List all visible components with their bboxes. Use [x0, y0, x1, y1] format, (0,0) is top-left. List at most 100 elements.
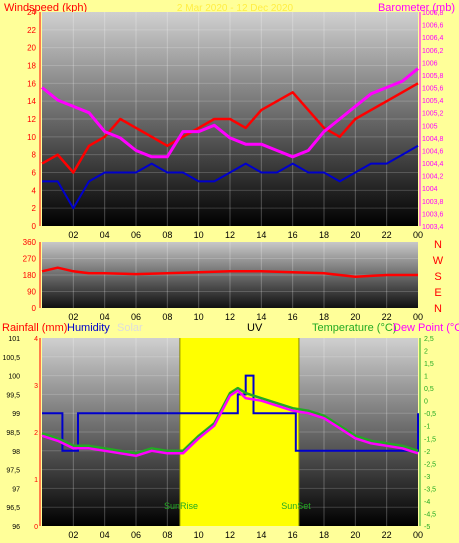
y-right-tick-label: 2,5 [424, 336, 434, 343]
y-left-tick-label: 20 [27, 44, 36, 53]
y-right-tick-label: 2 [424, 349, 428, 356]
series-line [41, 266, 418, 279]
x-tick-label: 04 [100, 230, 110, 240]
y-right-tick-label: -0,5 [424, 411, 436, 418]
y-right-tick-label: -3,5 [424, 486, 436, 493]
x-tick-label: 10 [194, 530, 204, 540]
y-left-tick-label: 97,5 [6, 468, 20, 475]
x-tick-label: 18 [319, 230, 329, 240]
x-tick-label: 18 [319, 312, 329, 322]
x-tick-label: 02 [68, 530, 78, 540]
y-left-tick-label: 0 [32, 222, 37, 231]
y-right-tick-label: -3 [424, 474, 430, 481]
direction-letter: N [434, 239, 442, 251]
x-tick-label: 02 [68, 312, 78, 322]
x-tick-label: 22 [382, 312, 392, 322]
rain-tick-label: 2 [34, 430, 38, 437]
x-tick-label: 00 [413, 230, 423, 240]
y-left-tick-label: 2 [32, 204, 37, 213]
x-tick-label: 20 [350, 230, 360, 240]
y-right-tick-label: 1006,6 [422, 23, 444, 30]
y-right-tick-label: 1006,4 [422, 35, 444, 42]
y-right-tick-label: 1004 [422, 186, 438, 193]
legend-rainfall: Rainfall (mm) [2, 322, 67, 334]
x-tick-label: 22 [382, 230, 392, 240]
sunset-label: SunSet [281, 501, 311, 511]
series-line [42, 144, 419, 210]
x-tick-label: 06 [131, 230, 141, 240]
x-tick-label: 14 [256, 530, 266, 540]
temperature-series-layer [41, 338, 419, 526]
x-tick-label: 06 [131, 530, 141, 540]
y-right-tick-label: 0 [424, 399, 428, 406]
x-tick-label: 10 [194, 230, 204, 240]
x-tick-label: 22 [382, 530, 392, 540]
y-right-tick-label: 1003,6 [422, 211, 444, 218]
direction-letter: E [434, 287, 441, 299]
wind-axes: 0246810121416182022241003,41003,61003,81… [27, 8, 443, 240]
x-tick-label: 12 [225, 312, 235, 322]
y-left-tick-label: 12 [27, 115, 36, 124]
y-left-tick-label: 16 [27, 79, 36, 88]
x-tick-label: 12 [225, 530, 235, 540]
y-right-tick-label: -5 [424, 524, 430, 531]
y-left-tick-label: 99 [12, 411, 20, 418]
x-tick-label: 10 [194, 312, 204, 322]
x-tick-label: 00 [413, 312, 423, 322]
y-right-tick-label: -1 [424, 424, 430, 431]
rain-tick-label: 4 [34, 336, 38, 343]
y-left-tick-label: 10 [27, 133, 36, 142]
x-tick-label: 20 [350, 530, 360, 540]
y-right-tick-label: 1006 [422, 60, 438, 67]
direction-plot-area [42, 242, 418, 308]
y-left-tick-label: 97 [12, 486, 20, 493]
x-tick-label: 08 [162, 230, 172, 240]
legend-solar: Solar [117, 322, 143, 334]
direction-axes: 0 90 180 270 360 02 04 06 08 10 12 14 16 18 20 22 00 [23, 238, 423, 322]
legend-humidity: Humidity [67, 322, 110, 334]
series-line [41, 82, 419, 174]
x-tick-label: 04 [100, 530, 110, 540]
y-right-tick-label: -4,5 [424, 511, 436, 518]
y-right-tick-label: 1003,4 [422, 224, 444, 231]
y-tick-label: 0 [32, 304, 37, 313]
y-right-tick-label: -1,5 [424, 436, 436, 443]
series-line [41, 389, 419, 458]
series-line [41, 67, 419, 159]
direction-grid [42, 242, 418, 308]
y-left-tick-label: 100 [8, 374, 20, 381]
y-left-tick-label: 24 [27, 8, 36, 17]
x-tick-label: 06 [131, 312, 141, 322]
y-left-tick-label: 99,5 [6, 392, 20, 399]
direction-series-layer [41, 266, 418, 279]
x-tick-label: 18 [319, 530, 329, 540]
direction-letter: N [434, 303, 442, 315]
x-tick-label: 14 [256, 230, 266, 240]
temperature-axes: 9696,59797,59898,59999,5100100,510101234… [2, 336, 436, 540]
x-tick-label: 14 [256, 312, 266, 322]
y-right-tick-label: 1006,2 [422, 48, 444, 55]
y-left-tick-label: 22 [27, 26, 36, 35]
legend-dewpoint: Dew Point (°C) [393, 322, 459, 334]
rain-tick-label: 1 [34, 477, 38, 484]
y-right-tick-label: 1005 [422, 123, 438, 130]
y-left-tick-label: 101 [8, 336, 20, 343]
solar-area [179, 338, 299, 526]
y-tick-label: 180 [23, 271, 37, 280]
y-left-tick-label: 8 [32, 151, 37, 160]
top-title-center: 2 Mar 2020 - 12 Dec 2020 [177, 3, 294, 14]
y-left-tick-label: 98,5 [6, 430, 20, 437]
y-left-tick-label: 98 [12, 449, 20, 456]
y-right-tick-label: -2,5 [424, 461, 436, 468]
y-left-tick-label: 6 [32, 169, 37, 178]
y-right-tick-label: 1005,6 [422, 86, 444, 93]
x-tick-label: 00 [413, 530, 423, 540]
y-left-tick-label: 4 [32, 186, 37, 195]
top-title-right: Barometer (mb) [378, 2, 455, 14]
rain-tick-label: 0 [34, 524, 38, 531]
x-tick-label: 16 [288, 312, 298, 322]
x-tick-label: 02 [68, 230, 78, 240]
direction-letter: S [434, 271, 441, 283]
